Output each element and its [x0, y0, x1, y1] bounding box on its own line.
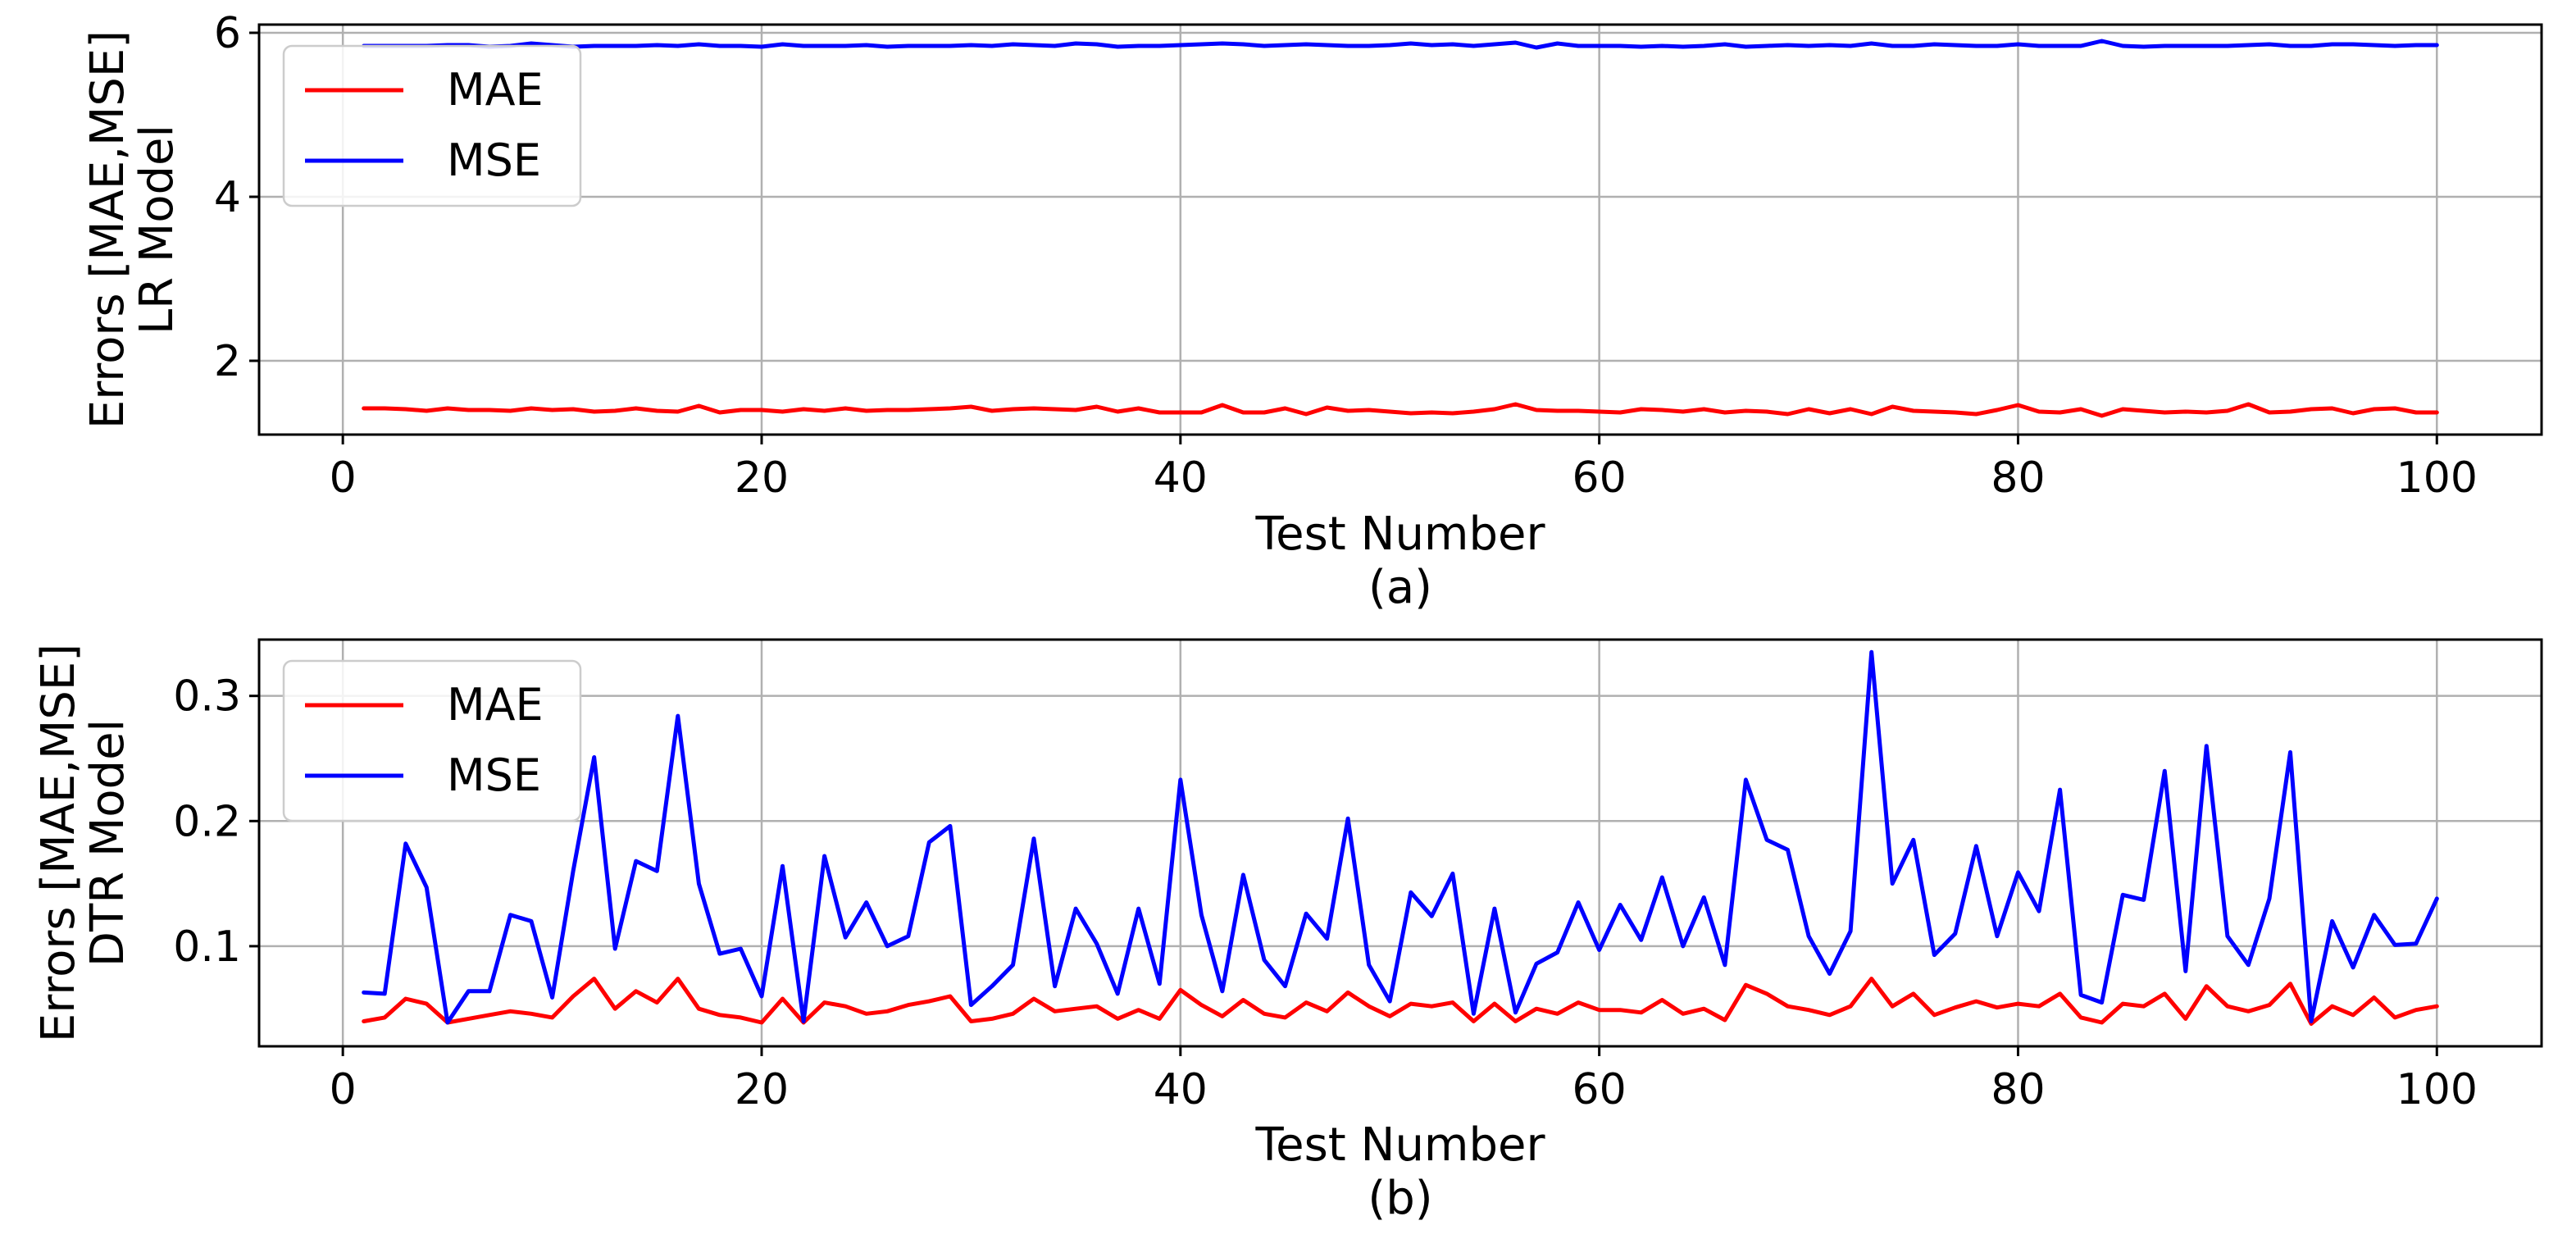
legend-a: MAE MSE — [282, 44, 582, 207]
subplot-b: 0 20 40 60 80 100 0.1 0.2 0.3 Test Number (b) Er… — [32, 638, 2543, 1225]
legend-label-mse-b: MSE — [447, 749, 541, 801]
x-tick-label-a: 60 — [1572, 453, 1627, 503]
ticks-b: 0 20 40 60 80 100 0.1 0.2 0.3 — [173, 672, 2478, 1114]
x-tick-label-b: 100 — [2396, 1065, 2478, 1114]
x-tick-label-a: 40 — [1154, 453, 1208, 503]
grid-a — [259, 25, 2542, 435]
x-tick-label-b: 20 — [735, 1065, 789, 1114]
series-line-mae-a — [362, 402, 2439, 418]
y-tick-label-a: 2 — [214, 337, 241, 386]
y-axis-label-b-line2: DTR Model — [81, 719, 134, 967]
series-line-mae-b — [362, 977, 2439, 1026]
subplot-caption-a: (a) — [1368, 561, 1432, 614]
subplot-caption-b: (b) — [1368, 1172, 1432, 1225]
legend-label-mse-a: MSE — [447, 134, 541, 186]
legend-box-b — [282, 659, 582, 822]
x-tick-label-b: 0 — [330, 1065, 357, 1114]
x-tick-label-a: 100 — [2396, 453, 2478, 503]
x-tick-label-b: 80 — [1991, 1065, 2045, 1114]
y-axis-label-b-line1: Errors [MAE,MSE] — [32, 644, 85, 1042]
x-tick-label-b: 60 — [1572, 1065, 1627, 1114]
y-tick-label-a: 4 — [214, 173, 241, 222]
axes-frame-a — [257, 23, 2543, 436]
y-tick-label-a: 6 — [214, 9, 241, 58]
y-tick-label-b: 0.1 — [173, 922, 241, 972]
ticks-a: 0 20 40 60 80 100 2 4 6 — [214, 9, 2478, 503]
x-tick-label-a: 0 — [330, 453, 357, 503]
axes-frame-b — [257, 638, 2543, 1048]
subplot-a: 0 20 40 60 80 100 2 4 6 Test Number (a) Errors [… — [81, 9, 2543, 614]
legend-b: MAE MSE — [282, 659, 582, 822]
series-line-mse-a — [362, 39, 2439, 50]
legend-box-a — [282, 44, 582, 207]
y-tick-label-b: 0.2 — [173, 797, 241, 846]
series-line-mse-b — [362, 649, 2439, 1025]
x-tick-label-b: 40 — [1154, 1065, 1208, 1114]
x-tick-label-a: 20 — [735, 453, 789, 503]
x-tick-label-a: 80 — [1991, 453, 2045, 503]
y-tick-label-b: 0.3 — [173, 672, 241, 722]
series-layer-b — [362, 649, 2439, 1026]
x-axis-label-a: Test Number — [1254, 508, 1545, 561]
legend-label-mae-b: MAE — [447, 679, 544, 731]
y-axis-label-a-line1: Errors [MAE,MSE] — [81, 30, 134, 429]
y-axis-label-a-line2: LR Model — [130, 125, 184, 335]
legend-label-mae-a: MAE — [447, 64, 544, 116]
x-axis-label-b: Test Number — [1254, 1118, 1545, 1172]
series-layer-a — [362, 39, 2439, 418]
